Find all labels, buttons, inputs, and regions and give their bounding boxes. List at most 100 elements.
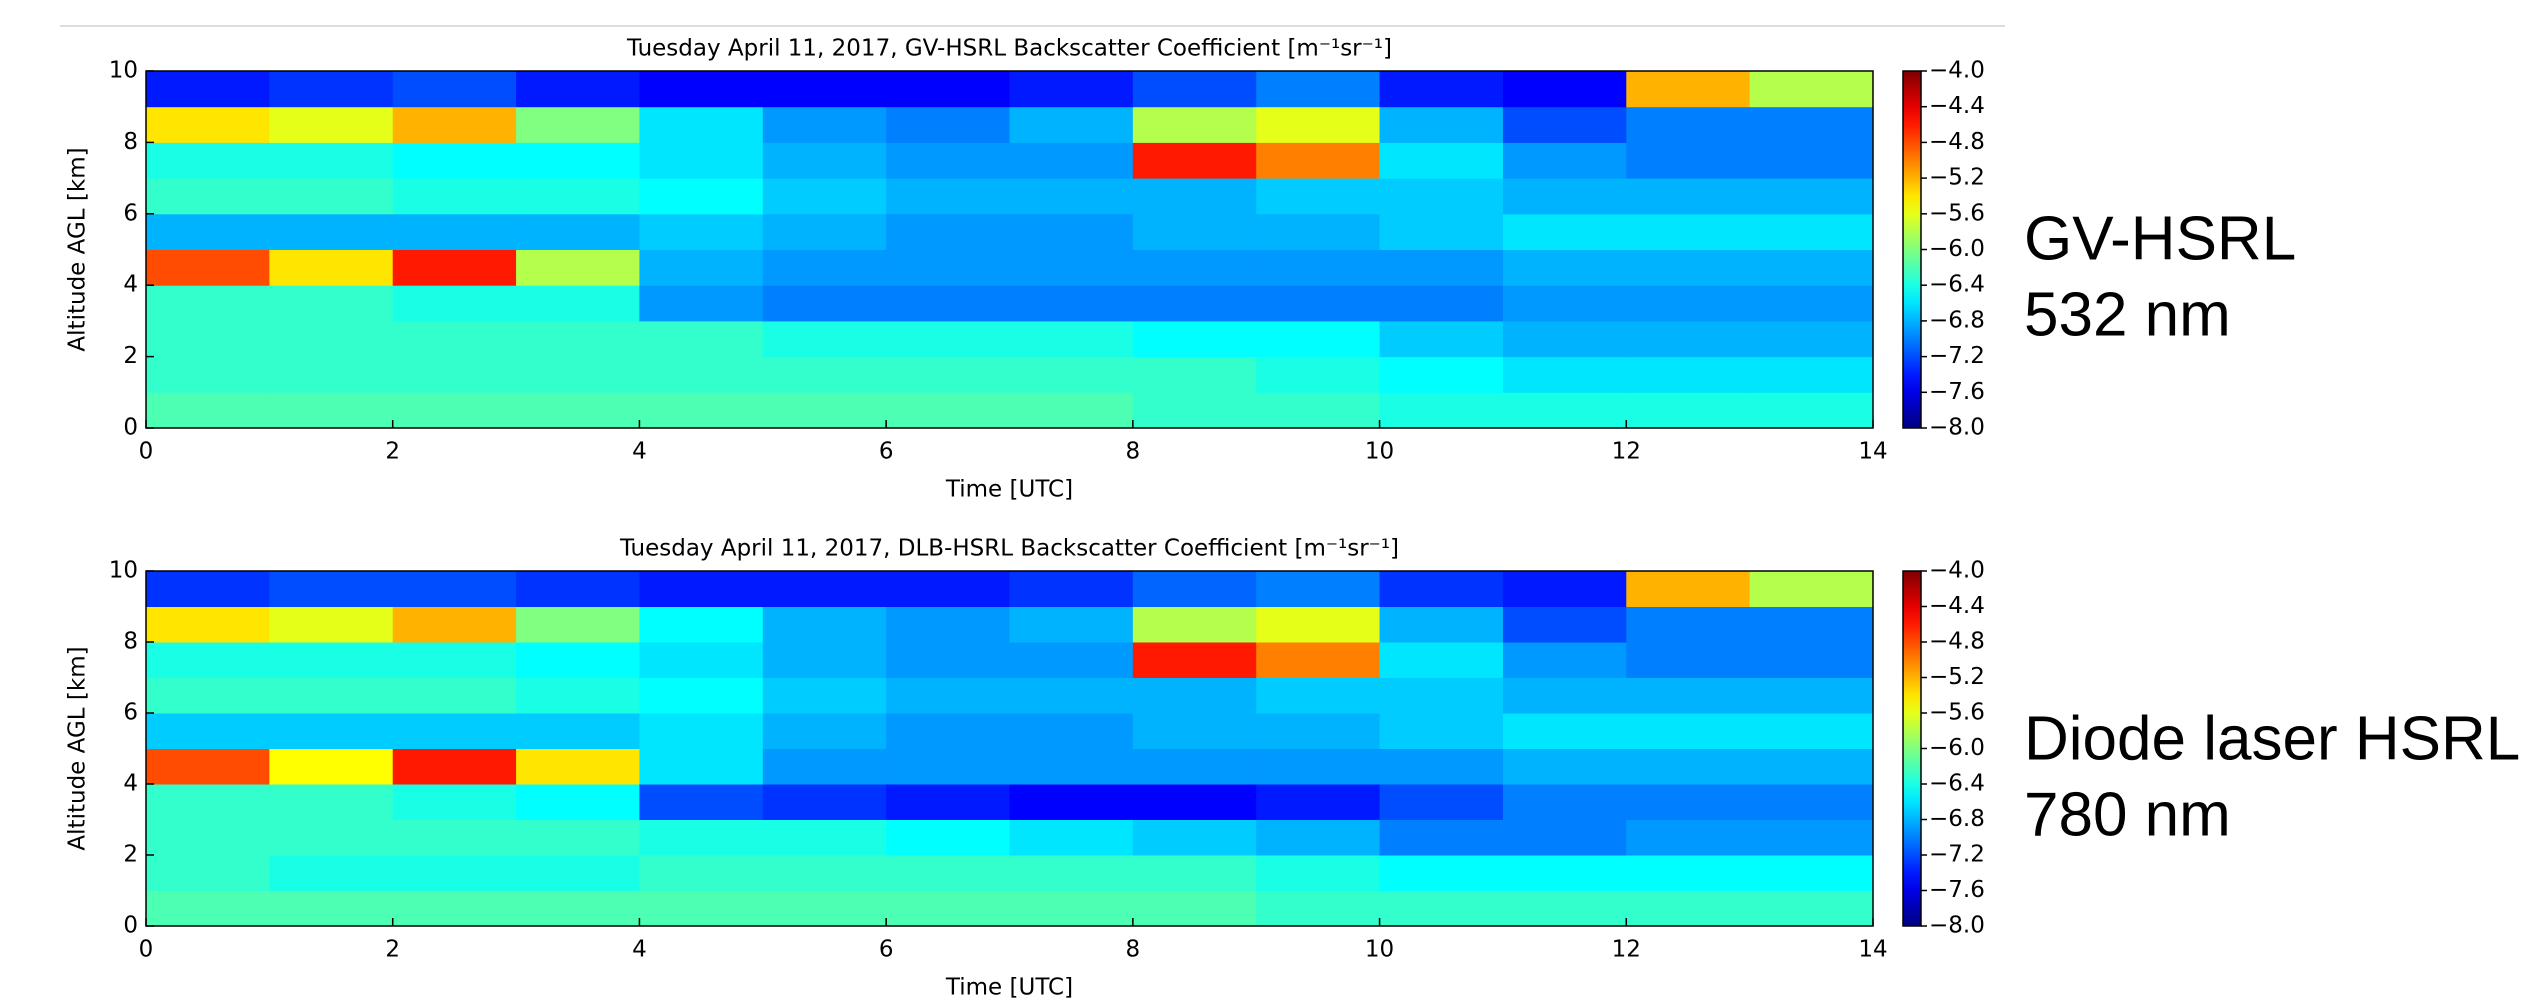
y-tick-label: 6: [123, 700, 138, 726]
heat-cell: [1626, 285, 1751, 322]
x-tick-label: 14: [1858, 937, 1887, 963]
heat-cell: [1009, 356, 1134, 393]
heat-cell: [1256, 213, 1381, 250]
x-tick-label: 14: [1858, 439, 1887, 465]
heat-cell: [516, 890, 640, 927]
heat-cell: [1502, 356, 1627, 393]
heat-cell: [1502, 213, 1627, 250]
heat-cell: [516, 606, 640, 643]
heat-cell: [1502, 142, 1627, 179]
heat-cell: [639, 890, 764, 927]
heat-cell: [762, 642, 887, 678]
heat-cell: [1256, 71, 1381, 108]
heat-cell: [1009, 106, 1134, 143]
heat-cell: [1749, 178, 1874, 215]
chart-title: Tuesday April 11, 2017, GV-HSRL Backscat…: [626, 36, 1392, 62]
heat-cell: [886, 142, 1010, 179]
heat-cell: [1502, 392, 1627, 429]
colorbar-tick-label: −7.2: [1929, 343, 1985, 369]
heat-cell: [1626, 178, 1751, 215]
heat-cell: [1502, 642, 1627, 678]
heat-cell: [1626, 356, 1751, 393]
heat-cell: [1132, 106, 1257, 143]
heat-cell: [1749, 748, 1874, 785]
heat-cell: [762, 213, 887, 250]
heat-cell: [1502, 819, 1627, 856]
heat-cell: [1379, 213, 1504, 250]
heat-cell: [886, 606, 1010, 643]
y-tick-label: 2: [123, 343, 138, 369]
heat-cell: [1009, 855, 1134, 891]
heat-cell: [886, 890, 1010, 927]
heat-cell: [1749, 784, 1874, 820]
heat-cell: [1502, 677, 1627, 714]
heat-cell: [392, 392, 517, 429]
colorbar-tick-label: −6.4: [1929, 272, 1985, 298]
heat-cell: [269, 819, 394, 856]
heat-cell: [392, 677, 517, 714]
panel-annotation: GV-HSRL: [2024, 204, 2296, 273]
heat-cell: [886, 748, 1010, 785]
heat-cell: [1749, 677, 1874, 714]
heat-cell: [1749, 320, 1874, 358]
heat-cell: [392, 178, 517, 215]
heat-cell: [516, 784, 640, 820]
heat-cell: [639, 106, 764, 143]
panel-annotation: 780 nm: [2024, 780, 2231, 849]
heat-cell: [639, 713, 764, 749]
heat-cell: [762, 677, 887, 714]
heat-cell: [1256, 784, 1381, 820]
colorbar-tick-label: −4.4: [1929, 593, 1985, 619]
y-tick-label: 4: [123, 771, 138, 797]
heat-cell: [1256, 106, 1381, 143]
heat-cell: [516, 642, 640, 678]
heat-cell: [1256, 855, 1381, 891]
heat-cell: [392, 213, 517, 250]
heat-cell: [1626, 142, 1751, 179]
heat-cell: [516, 142, 640, 179]
heat-cell: [1749, 392, 1874, 429]
x-tick-label: 6: [879, 439, 894, 465]
x-tick-label: 0: [139, 937, 154, 963]
heat-cell: [1626, 677, 1751, 714]
heat-cell: [269, 606, 394, 643]
heat-cell: [1502, 71, 1627, 108]
heat-cell: [516, 106, 640, 143]
heat-cell: [1502, 855, 1627, 891]
heat-cell: [269, 178, 394, 215]
y-tick-label: 6: [123, 200, 138, 226]
heat-cell: [1749, 890, 1874, 927]
heat-cell: [762, 392, 887, 429]
colorbar-tick-label: −5.6: [1929, 700, 1985, 726]
heat-cell: [516, 249, 640, 286]
heat-cell: [639, 71, 764, 108]
heat-cell: [146, 71, 270, 108]
heat-cell: [762, 178, 887, 215]
colorbar-tick-label: −6.0: [1929, 735, 1985, 761]
heat-cell: [1256, 285, 1381, 322]
x-tick-label: 2: [385, 937, 400, 963]
heat-cell: [392, 713, 517, 749]
heat-cell: [1009, 642, 1134, 678]
heat-cell: [639, 285, 764, 322]
y-tick-label: 8: [123, 129, 138, 155]
x-axis-label: Time [UTC]: [945, 477, 1073, 503]
heat-cell: [886, 819, 1010, 856]
colorbar-tick-label: −8.0: [1929, 913, 1985, 939]
heat-cell: [639, 642, 764, 678]
heat-cell: [1132, 285, 1257, 322]
heat-cell: [1009, 819, 1134, 856]
heat-cell: [1132, 890, 1257, 927]
y-tick-label: 4: [123, 272, 138, 298]
heat-cell: [1379, 320, 1504, 358]
x-axis-label: Time [UTC]: [945, 975, 1073, 1001]
heat-cell: [886, 713, 1010, 749]
heat-cell: [269, 784, 394, 820]
heat-cell: [1132, 713, 1257, 749]
heat-cell: [639, 249, 764, 286]
heat-cell: [1749, 356, 1874, 393]
heat-cell: [762, 606, 887, 643]
heat-cell: [639, 178, 764, 215]
heat-cell: [392, 855, 517, 891]
y-tick-label: 0: [123, 913, 138, 939]
